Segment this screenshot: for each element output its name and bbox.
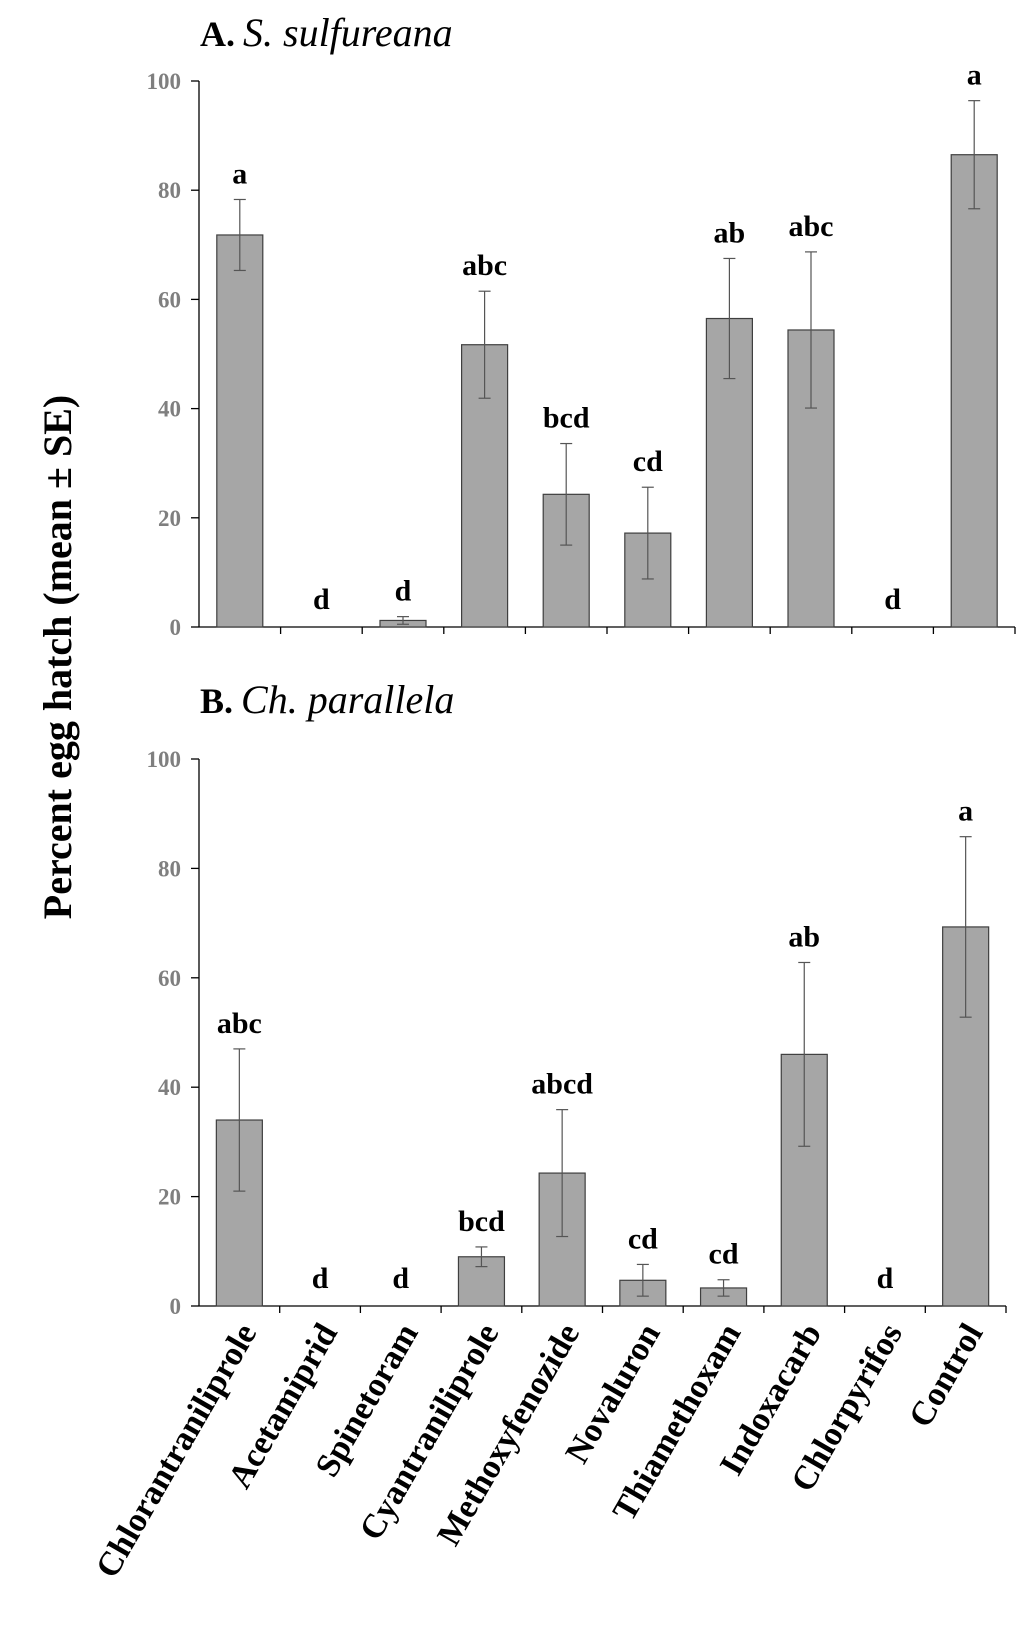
panel-b-y-tick-label: 100	[147, 747, 182, 772]
panel-a-bar	[542, 493, 590, 628]
panel-b-y-tick-label: 60	[158, 966, 181, 991]
panel-b-title: B. Ch. parallela	[200, 677, 454, 722]
panel-a-title: A. S. sulfureana	[200, 10, 453, 55]
panel-b-significance-letter: d	[392, 1262, 409, 1295]
panel-b-significance-letter: cd	[709, 1238, 739, 1271]
x-category-labels: ChlorantraniliproleAcetamipridSpinetoram…	[89, 1317, 991, 1584]
panel-a-y-tick-label: 20	[158, 506, 181, 531]
panel-a-significance-letter: a	[232, 157, 247, 190]
panel-b-y-tick-label: 80	[158, 856, 181, 881]
panel-b-significance-letter: d	[877, 1262, 894, 1295]
x-category-label: Control	[902, 1318, 990, 1434]
panel-b-significance-letter: a	[958, 795, 973, 828]
panel-a-significance-letter: d	[395, 575, 412, 608]
panel-b-significance-letter: abcd	[531, 1068, 593, 1101]
panel-a-letter: A.	[200, 14, 235, 54]
panel-a-significance-letter: bcd	[543, 402, 590, 435]
panel-a-significance-letter: ab	[714, 216, 746, 249]
panel-a-y-tick-label: 80	[158, 178, 181, 203]
panel-a-significance-letter: d	[884, 583, 901, 616]
panel-b-y-tick-label: 40	[158, 1075, 181, 1100]
panel-a-significance-letter: abc	[789, 210, 834, 243]
panel-b-significance-letter: abc	[217, 1007, 262, 1040]
panel-a-significance-letter: cd	[633, 445, 663, 478]
panel-a-chart: 0 20 40 60 80 100 a d d abc bcd cd ab abc d a	[147, 59, 1016, 640]
panel-b-y-tick-label: 0	[170, 1294, 182, 1319]
panel-a-significance-letter: abc	[462, 249, 507, 282]
panel-a-species: S. sulfureana	[243, 10, 453, 55]
panel-a-y-tick-label: 0	[170, 615, 182, 640]
panel-b-significance-letter: ab	[788, 920, 820, 953]
panel-b-y-tick-label: 20	[158, 1185, 181, 1210]
y-axis-label: Percent egg hatch (mean ± SE)	[35, 395, 80, 919]
panel-a-bar	[216, 234, 264, 628]
panel-a-significance-letter: d	[313, 583, 330, 616]
panel-a-bar	[950, 154, 998, 628]
panel-a-y-tick-label: 100	[147, 69, 182, 94]
panel-a-significance-letter: a	[967, 59, 982, 92]
panel-b-species: Ch. parallela	[241, 677, 454, 722]
panel-a-y-tick-label: 40	[158, 397, 181, 422]
panel-a-bar	[624, 532, 672, 628]
panel-b-significance-letter: cd	[628, 1222, 658, 1255]
panel-b-significance-letter: bcd	[458, 1205, 505, 1238]
panel-b-letter: B.	[200, 681, 233, 721]
panel-a-y-tick-label: 60	[158, 287, 181, 312]
panel-b-significance-letter: d	[312, 1262, 329, 1295]
